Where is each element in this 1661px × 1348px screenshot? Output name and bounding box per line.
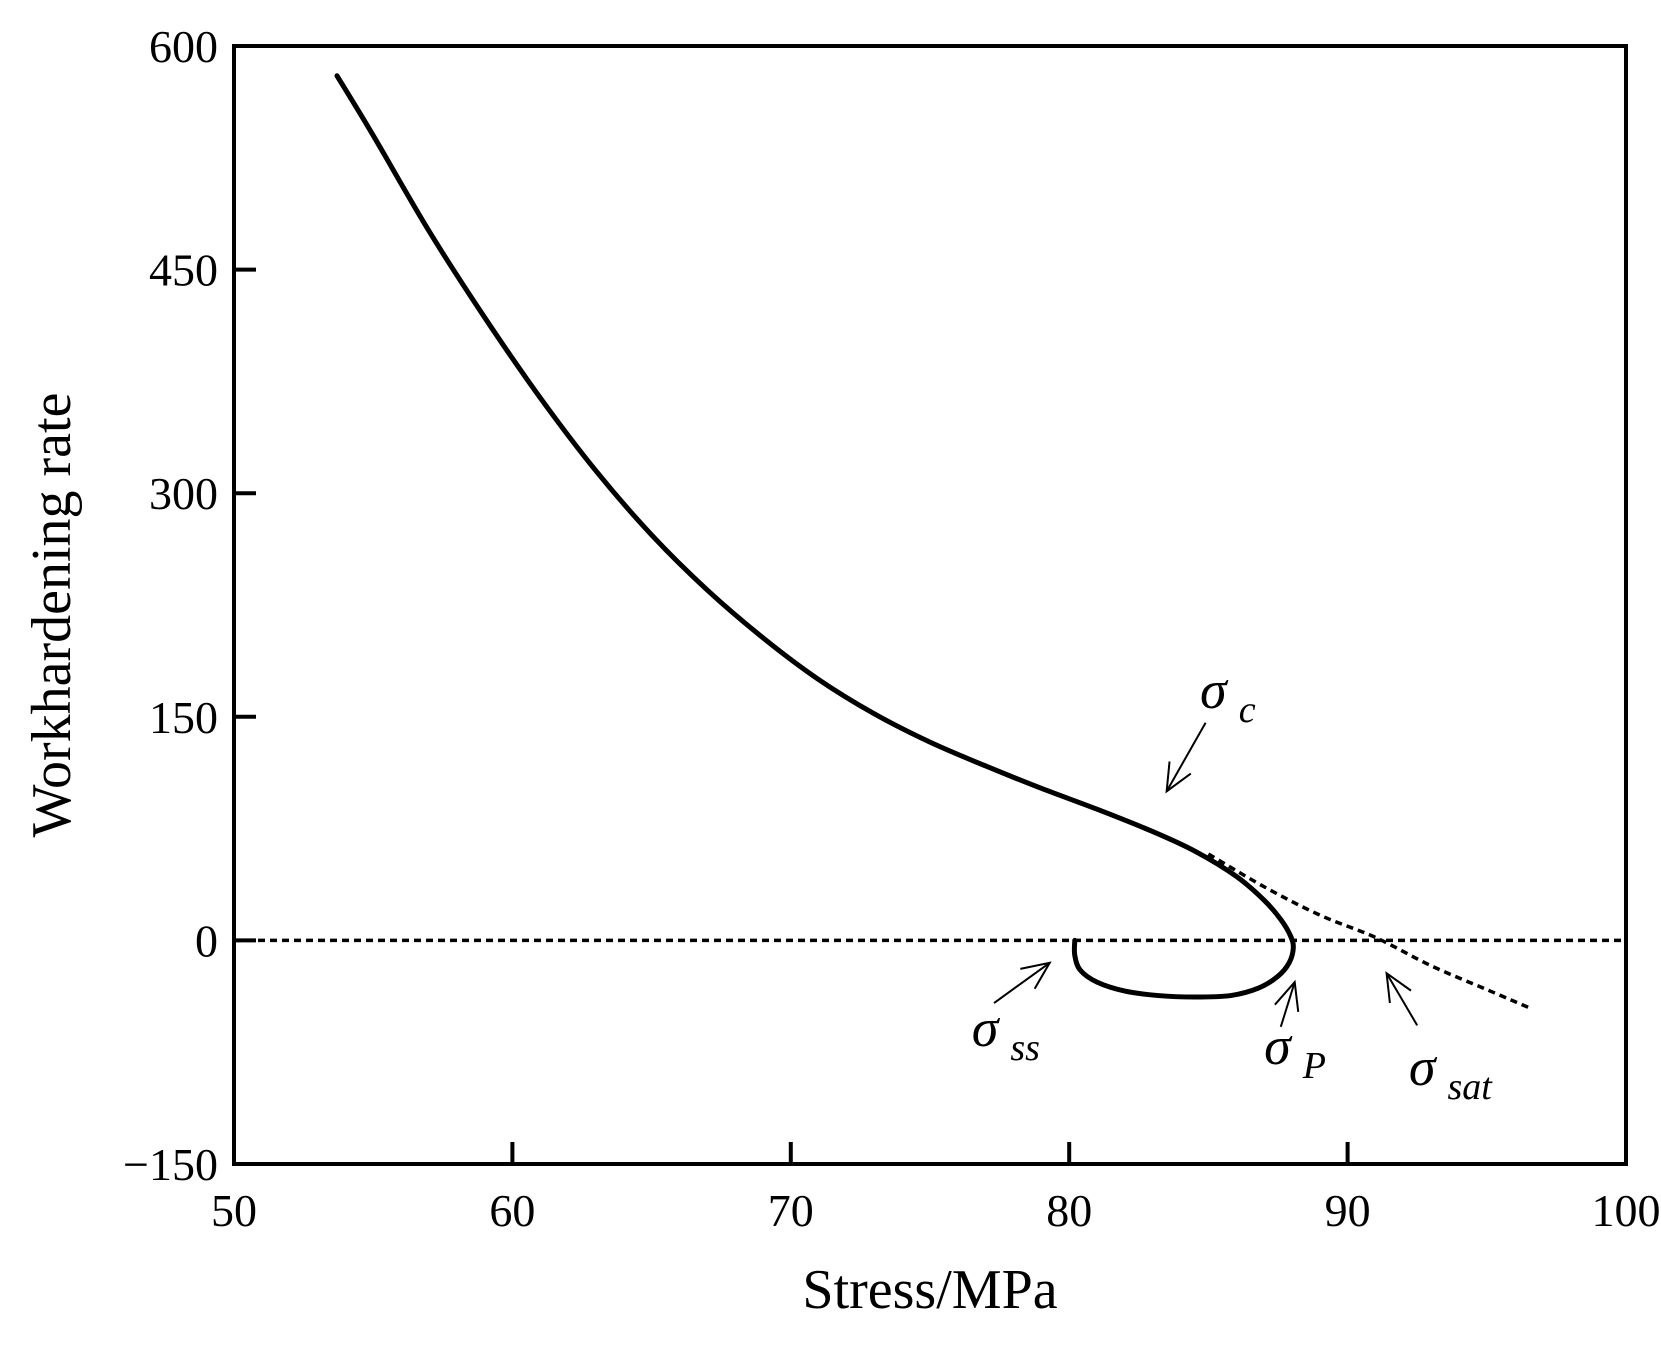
y-tick-labels: −150 0 150 300 450 600 [123,21,218,1190]
y-tick-label: 450 [149,245,218,296]
x-tick-labels: 50 60 70 80 90 100 [211,1185,1661,1236]
annotation-sigma-ss: σ ss [972,961,1052,1069]
y-tick-label: 150 [149,692,218,743]
series-extrapolation [1207,852,1530,1010]
y-axis-ticks [234,44,256,1166]
annotations: σ c σ ss σ P σ sat [972,660,1494,1108]
y-axis-title: Workhardening rate [21,393,83,838]
x-axis-ticks [232,1142,1628,1164]
annotation-arrow [1385,972,1419,1026]
annotation-arrowhead [1020,961,1052,990]
annotation-arrow [993,961,1051,1004]
annotation-sigma-sat: σ sat [1385,971,1493,1108]
x-tick-label: 70 [768,1185,814,1236]
series-layer [234,73,1626,1010]
x-axis-title: Stress/MPa [802,1259,1057,1321]
y-tick-label: 0 [195,915,218,966]
x-tick-label: 80 [1046,1185,1092,1236]
annotation-arrowhead [1274,979,1300,1013]
annotation-label: σ ss [972,998,1040,1069]
plot-frame [232,44,1628,1166]
y-tick-label: −150 [123,1139,218,1190]
y-tick-label: 300 [149,468,218,519]
annotation-arrow [1279,981,1296,1028]
annotation-arrow [1165,722,1207,792]
annotation-arrowhead [1385,971,1412,1004]
x-tick-label: 60 [489,1185,535,1236]
x-tick-label: 90 [1325,1185,1371,1236]
annotation-label: σ sat [1409,1037,1493,1108]
annotation-arrowhead [1165,761,1192,794]
series-work-hardening-curve [334,73,1296,1000]
y-tick-label: 600 [149,21,218,72]
x-tick-label: 50 [211,1185,257,1236]
x-tick-label: 100 [1592,1185,1661,1236]
